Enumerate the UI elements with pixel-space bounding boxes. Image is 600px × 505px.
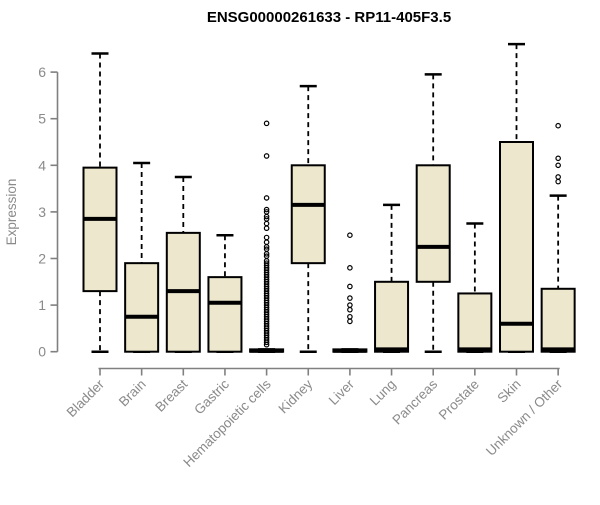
y-tick-label: 0: [38, 344, 46, 360]
outlier-point: [555, 174, 561, 180]
category-label: Lung: [367, 377, 399, 409]
category-label: Brain: [116, 377, 149, 410]
outlier-point: [263, 239, 270, 245]
category-label: Kidney: [276, 376, 316, 416]
outlier-point: [347, 295, 353, 301]
outlier-point: [555, 122, 561, 129]
outlier-point: [263, 225, 270, 232]
outlier-point: [263, 195, 270, 201]
y-tick-label: 1: [38, 297, 46, 313]
category-label: Breast: [152, 376, 190, 414]
box-rect: [290, 164, 326, 265]
y-axis-label: Expression: [4, 179, 19, 246]
outlier-point: [263, 234, 270, 241]
box-rect: [374, 280, 410, 353]
box-rect: [457, 292, 493, 353]
outlier-point: [347, 302, 353, 308]
outlier-point: [263, 216, 270, 222]
box-rect: [499, 141, 534, 353]
category-label: Gastric: [191, 376, 232, 417]
outlier-point: [555, 162, 561, 169]
outlier-point: [263, 120, 270, 127]
outlier-point: [347, 313, 353, 320]
category-label: Prostate: [436, 377, 482, 423]
y-tick-label: 2: [38, 251, 46, 267]
outlier-point: [347, 283, 353, 290]
box-rect: [540, 287, 576, 353]
outlier-point: [263, 209, 270, 215]
category-label: Skin: [494, 377, 523, 406]
outlier-point: [263, 206, 270, 213]
y-tick-label: 3: [38, 204, 46, 220]
box-rect: [415, 164, 451, 283]
category-label: Pancreas: [389, 376, 440, 427]
y-tick-label: 4: [38, 157, 46, 173]
outlier-point: [263, 246, 270, 252]
chart-title: ENSG00000261633 - RP11-405F3.5: [207, 9, 451, 26]
outlier-point: [347, 318, 353, 325]
y-tick-label: 5: [38, 111, 46, 127]
box-rect: [82, 166, 118, 293]
box-rect: [124, 262, 160, 353]
outlier-point: [263, 253, 270, 259]
outlier-point: [555, 155, 561, 162]
outlier-point: [263, 260, 270, 266]
outlier-point: [263, 153, 270, 159]
outlier-point: [263, 220, 270, 227]
outlier-point: [347, 306, 353, 313]
outlier-point: [347, 265, 353, 271]
box-rect: [207, 276, 243, 353]
category-label: Bladder: [64, 376, 108, 420]
outlier-point: [347, 232, 353, 239]
category-label: Unknown / Other: [483, 376, 566, 459]
category-label: Liver: [326, 376, 358, 408]
y-tick-label: 6: [38, 64, 46, 80]
outlier-point: [555, 178, 561, 185]
